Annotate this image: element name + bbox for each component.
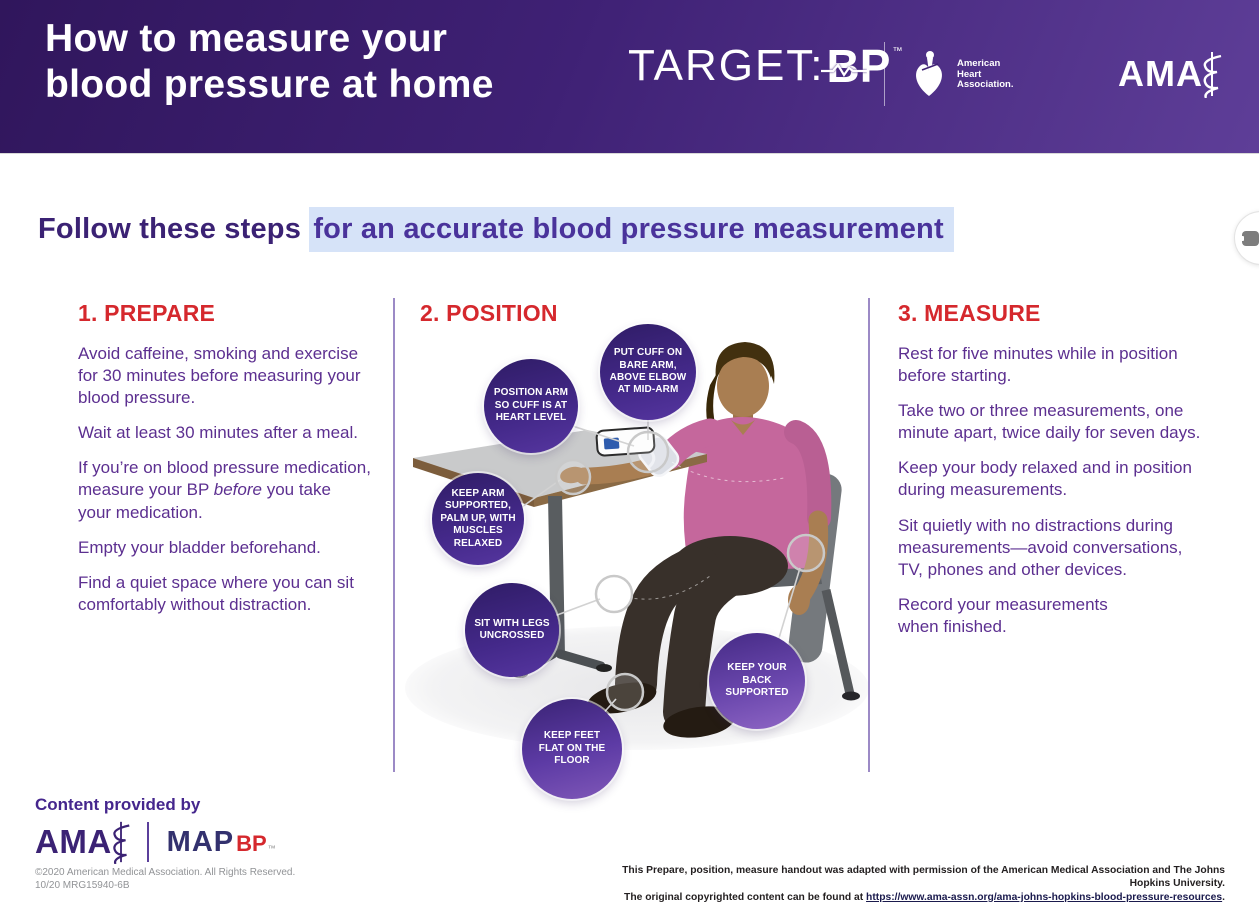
content-provided-by: Content provided by [35,795,201,814]
map-logo-text: MAP [166,825,235,858]
position-column: 2. POSITION [420,300,860,343]
caduceus-icon [1203,52,1222,98]
callout-put-cuff-text: PUT CUFF ON BARE ARM, ABOVE ELBOW AT MID… [609,347,687,396]
hanging-hand [788,585,810,615]
prepare-para-1: Avoid caffeine, smoking and exercise for… [78,344,361,408]
ring-back [786,533,826,573]
attribution-line-2-end: . [1222,891,1225,903]
prepare-para-2: Wait at least 30 minutes after a meal. [78,423,358,443]
aha-heart-torch-icon [916,51,942,96]
ama-logo-text: AMA [1118,53,1203,94]
leg-near [615,545,719,705]
torso [683,417,820,572]
callout-put-cuff: PUT CUFF ON BARE ARM, ABOVE ELBOW AT MID… [600,324,696,420]
hand [560,466,586,484]
callout-arm-support: KEEP ARM SUPPORTED, PALM UP, WITH MUSCLE… [432,473,524,565]
callout-feet-flat: KEEP FEET FLAT ON THE FLOOR [522,699,622,799]
ama-logo-footer: AMA [35,820,133,864]
measure-para-2: Take two or three measurements, one minu… [898,401,1201,443]
heartbeat-pulse-icon [820,63,867,78]
ring-wrist [554,458,592,496]
heading-highlighted-text: for an accurate blood pressure measureme… [309,207,954,252]
measure-title: 3. MEASURE [898,300,1041,326]
head [717,355,769,417]
ring-knee [594,574,634,614]
map-bp-text: BP [236,830,267,856]
aha-logo: American Heart Association. [908,50,1014,100]
attribution-line-1: This Prepare, position, measure handout … [622,865,1225,890]
copyright-text: ©2020 American Medical Association. All … [35,867,296,891]
prepare-column: 1. PREPARE Avoid caffeine, smoking and e… [78,300,408,629]
measure-para-5: Record your measurements when finished. [898,594,1108,636]
measure-para-3: Keep your body relaxed and in position d… [898,458,1192,500]
neckline [731,420,755,435]
ring-cuff [626,430,670,474]
prepare-para-3: If you’re on blood pressure medication, … [78,457,408,523]
target-bp-trademark: ™ [892,46,903,57]
hair-top [717,344,772,378]
callout-arm-level-text: POSITION ARM SO CUFF IS AT HEART LEVEL [493,387,569,424]
prepare-title: 1. PREPARE [78,300,216,326]
seated-person [587,342,832,738]
header-banner: How to measure your blood pressure at ho… [0,0,1259,154]
attribution-text: This Prepare, position, measure handout … [605,864,1225,904]
callout-back-supported: KEEP YOUR BACK SUPPORTED [709,633,805,729]
measure-para-1: Rest for five minutes while in position … [898,344,1178,386]
callout-legs-uncrossed-text: SIT WITH LEGS UNCROSSED [474,617,550,641]
section-heading: Follow these steps for an accurate blood… [38,207,954,252]
position-title: 2. POSITION [420,300,558,326]
edge-widget-icon [1239,230,1259,246]
prepare-para-5: Find a quiet space where you can sit com… [78,572,354,614]
prepare-para-3-pre: If you’re on blood pressure medication, … [78,458,371,500]
shoe-near [587,682,657,714]
column-divider-left [393,298,395,772]
prepare-para-3-emphasis: before [213,480,262,500]
callout-arm-level: POSITION ARM SO CUFF IS AT HEART LEVEL [484,359,578,453]
map-bp-logo: MAP BP ™ [167,826,276,859]
prepare-para-4: Empty your bladder beforehand. [78,537,321,557]
leg-far [663,551,755,733]
caduceus-icon-footer [112,821,130,864]
callout-back-supported-text: KEEP YOUR BACK SUPPORTED [725,662,789,699]
shoe-far [663,706,735,738]
target-bp-logo: TARGET: BP ™ [628,41,903,90]
map-bp-trademark: ™ [267,843,276,853]
attribution-link[interactable]: https://www.ama-assn.org/ama-johns-hopki… [866,891,1223,903]
measure-column: 3. MEASURE Rest for five minutes while i… [898,300,1240,651]
ama-footer-text: AMA [35,823,112,860]
ama-logo-header: AMA [1118,50,1225,98]
header-divider [884,42,885,106]
page-title: How to measure your blood pressure at ho… [45,17,494,107]
callout-feet-flat-text: KEEP FEET FLAT ON THE FLOOR [538,730,606,767]
aha-logo-text: American Heart Association. [957,58,1014,91]
edge-widget-button[interactable] [1234,211,1259,265]
callout-legs-uncrossed: SIT WITH LEGS UNCROSSED [465,583,559,677]
footer-logos: AMA MAP BP ™ [35,820,276,864]
hanging-arm-sleeve [784,420,832,530]
target-bp-logo-text: TARGET: [628,41,825,90]
attribution-line-2: The original copyrighted content can be … [624,891,867,903]
focus-rings [554,430,826,712]
prepare-para-3-post: you take your medication. [78,480,331,522]
ring-foot [605,672,645,712]
measure-para-4: Sit quietly with no distractions during … [898,515,1183,579]
footer-logo-divider [146,822,149,862]
column-divider-right [868,298,870,772]
heading-plain-text: Follow these steps [38,213,310,245]
callout-arm-support-text: KEEP ARM SUPPORTED, PALM UP, WITH MUSCLE… [440,488,516,549]
